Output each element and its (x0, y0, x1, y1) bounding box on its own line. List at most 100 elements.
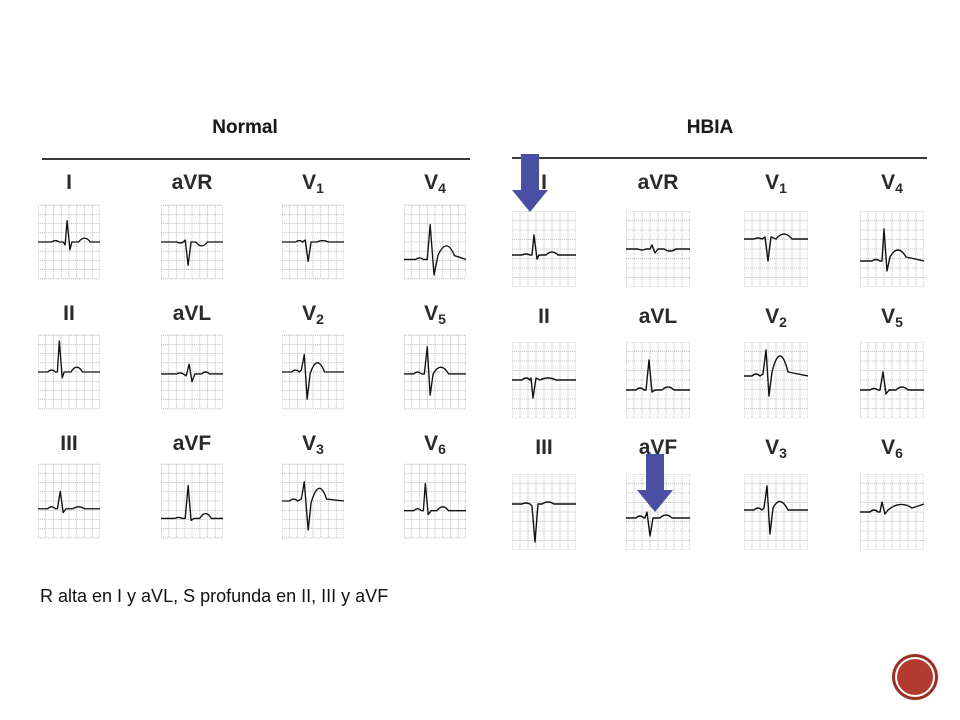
normal-panel-title: Normal (212, 117, 278, 138)
ecg-waveform (38, 490, 100, 514)
ecg-waveform (744, 349, 808, 397)
ecg-waveform (282, 239, 344, 263)
lead-name: I (541, 171, 547, 194)
lead-name: V (424, 171, 439, 194)
lead-name: I (66, 171, 72, 194)
lead-subscript: 1 (316, 180, 324, 196)
hbia-lead-label-v5: V5 (852, 306, 932, 329)
lead-name: V (424, 302, 439, 325)
lead-subscript: 5 (895, 314, 903, 330)
ecg-grid-lines (512, 211, 576, 287)
ecg-grid-lines (282, 204, 344, 280)
hbia-ecg-tracing-iii (512, 474, 576, 550)
ecg-waveform (404, 482, 466, 516)
lead-name: V (302, 171, 317, 194)
normal-lead-label-v3: V3 (273, 433, 353, 456)
ecg-waveform (744, 485, 808, 535)
hbia-ecg-tracing-ii (512, 342, 576, 418)
lead-subscript: 4 (438, 180, 446, 196)
ecg-waveform (860, 228, 924, 272)
ecg-grid-lines (860, 211, 924, 287)
hbia-lead-label-v3: V3 (736, 437, 816, 460)
slide-caption: R alta en I y aVL, S profunda en II, III… (40, 586, 389, 606)
ecg-waveform (860, 371, 924, 395)
hbia-lead-label-v1: V1 (736, 172, 816, 195)
ecg-grid-lines (512, 474, 576, 550)
ecg-grid-lines (860, 342, 924, 418)
hbia-ecg-tracing-v6 (860, 474, 924, 550)
lead-name: V (881, 305, 896, 328)
lead-name: aVR (171, 171, 213, 194)
hbia-lead-label-iii: III (504, 437, 584, 458)
ecg-grid-lines (161, 334, 223, 410)
hbia-lead-label-avr: aVR (618, 172, 698, 193)
normal-lead-label-iii: III (29, 433, 109, 454)
normal-lead-label-ii: II (29, 303, 109, 324)
normal-ecg-tracing-v1 (282, 203, 344, 281)
hbia-ecg-tracing-avl (626, 342, 690, 418)
normal-lead-label-v1: V1 (273, 172, 353, 195)
normal-lead-label-avf: aVF (152, 433, 232, 454)
lead-name: II (538, 305, 550, 328)
lead-name: II (63, 302, 75, 325)
normal-lead-label-avr: aVR (152, 172, 232, 193)
lead-name: aVL (172, 302, 212, 325)
down-arrow-icon (637, 454, 673, 519)
ecg-grid-lines (744, 474, 808, 550)
ecg-waveform (404, 223, 466, 276)
lead-name: V (424, 432, 439, 455)
ecg-grid-lines (38, 463, 100, 539)
hbia-divider-line (512, 157, 927, 159)
ecg-waveform (512, 234, 576, 260)
slide-badge-icon[interactable] (895, 657, 935, 697)
ecg-grid-lines (404, 463, 466, 539)
ecg-waveform (512, 377, 576, 399)
hbia-ecg-tracing-v5 (860, 342, 924, 418)
hbia-lead-label-v2: V2 (736, 306, 816, 329)
normal-lead-label-i: I (29, 172, 109, 193)
lead-subscript: 2 (316, 311, 324, 327)
hbia-ecg-tracing-v3 (744, 474, 808, 550)
lead-subscript: 6 (895, 445, 903, 461)
lead-subscript: 3 (779, 445, 787, 461)
figure-note-fragment (38, 552, 368, 558)
normal-ecg-tracing-avl (161, 333, 223, 411)
ecg-waveform (38, 220, 100, 251)
lead-name: aVR (637, 171, 679, 194)
ecg-grid-lines (744, 342, 808, 418)
ecg-waveform (161, 484, 223, 522)
ecg-waveform (404, 346, 466, 396)
down-arrow-icon (512, 154, 548, 219)
lead-subscript: 6 (438, 441, 446, 457)
normal-ecg-tracing-v4 (404, 203, 466, 281)
normal-divider-line (42, 158, 470, 160)
normal-ecg-tracing-v2 (282, 333, 344, 411)
normal-lead-label-avl: aVL (152, 303, 232, 324)
normal-ecg-tracing-ii (38, 333, 100, 411)
ecg-grid-lines (626, 342, 690, 418)
hbia-ecg-tracing-v4 (860, 211, 924, 287)
ecg-waveform (626, 359, 690, 393)
lead-name: III (60, 432, 78, 455)
hbia-lead-label-avf: aVF (618, 437, 698, 458)
ecg-grid-lines (161, 463, 223, 539)
normal-ecg-tracing-v6 (404, 462, 466, 540)
ecg-waveform (626, 244, 690, 254)
hbia-ecg-tracing-v2 (744, 342, 808, 418)
ecg-waveform (161, 239, 223, 266)
ecg-waveform (626, 511, 690, 537)
lead-name: V (302, 302, 317, 325)
ecg-grid-lines (860, 474, 924, 550)
lead-name: V (302, 432, 317, 455)
lead-subscript: 2 (779, 314, 787, 330)
ecg-waveform (282, 480, 344, 531)
lead-name: aVF (638, 436, 678, 459)
hbia-lead-label-avl: aVL (618, 306, 698, 327)
normal-ecg-tracing-v5 (404, 333, 466, 411)
normal-lead-label-v2: V2 (273, 303, 353, 326)
lead-name: V (881, 436, 896, 459)
lead-subscript: 3 (316, 441, 324, 457)
normal-lead-label-v4: V4 (395, 172, 475, 195)
hbia-lead-label-v4: V4 (852, 172, 932, 195)
ecg-grid-lines (744, 211, 808, 287)
